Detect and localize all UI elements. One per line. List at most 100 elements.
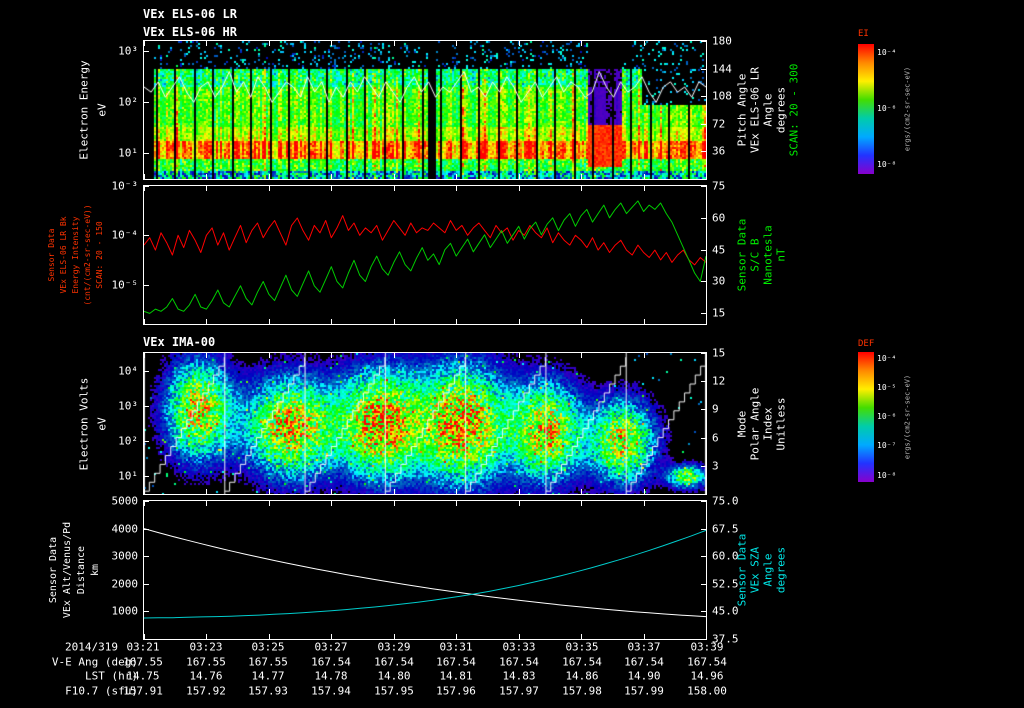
axis-tick [701,69,706,70]
right-axis-tick-label: 75.0 [712,494,739,508]
right-axis-tick-label: 15 [712,346,726,360]
plot-title-els-lr: VEx ELS-06 LR [143,7,237,21]
axis-tick [144,235,149,236]
left-axis-title: km [90,563,101,577]
right-axis-tick-label: 144 [712,62,732,76]
axis-tick [701,381,706,382]
right-axis-title: Unitless [774,397,788,450]
right-axis-title: Sensor Data [735,533,749,607]
axis-tick [331,501,332,506]
axis-tick [706,186,707,191]
right-axis-title: SCAN: 20 - 300 [787,63,801,157]
table-cell: 157.97 [499,684,539,697]
colorbar-tick-label: 10⁻⁶ [877,104,897,113]
axis-tick [144,501,145,506]
axis-tick [581,489,582,494]
axis-tick [456,186,457,191]
y-axis-tick-label: 10⁻⁵ [111,278,139,292]
axis-tick [706,41,707,46]
table-cell: 167.54 [687,655,727,668]
axis-tick [269,489,270,494]
axis-tick [144,353,145,358]
axis-tick [581,634,582,639]
time-tick-label: 03:39 [690,640,724,654]
table-cell: 14.78 [314,669,348,683]
axis-tick [144,406,149,407]
axis-tick [144,174,145,179]
axis-tick [394,41,395,46]
colorbar-units: ergs/(cm2-sr-sec-eV) [903,374,912,460]
axis-tick [701,466,706,467]
axis-tick [644,41,645,46]
axis-tick [331,634,332,639]
table-cell: 14.90 [627,669,661,683]
colorbar-tick-label: 10⁻⁵ [877,382,897,392]
ima-spectrogram-canvas [144,353,706,494]
axis-tick [456,319,457,324]
axis-tick [581,353,582,358]
axis-tick [581,501,582,506]
axis-tick [701,218,706,219]
axis-tick [394,634,395,639]
left-axis-title: VEx ELS-06 LR Bk [59,216,68,294]
axis-tick [519,501,520,506]
time-tick-label: 03:29 [377,640,411,654]
right-axis-tick-label: 36 [712,144,726,158]
right-axis-title: Pitch Angle [735,73,749,147]
right-axis-tick-label: 12 [712,374,726,388]
axis-tick [144,584,149,585]
left-axis-title: VEx Alt/Venus/Pd [62,521,73,619]
axis-tick [144,41,145,46]
right-axis-tick-label: 180 [712,34,732,48]
left-axis-title: Electron Volts [77,377,91,470]
colorbar-tick-label: 10⁻⁸ [877,159,897,169]
right-axis-tick-label: 60 [712,211,726,225]
axis-tick [701,556,706,557]
axis-tick [144,371,149,372]
axis-tick [206,489,207,494]
left-axis-title: SCAN: 20 - 150 [95,221,104,289]
axis-tick [144,186,149,187]
axis-tick [701,41,706,42]
right-axis-title: VEx SZA [748,546,762,594]
axis-tick [644,319,645,324]
axis-tick [701,281,706,282]
right-axis-tick-label: 52.5 [712,577,739,591]
time-tick-label: 03:25 [251,640,285,654]
axis-tick [644,353,645,358]
axis-tick [394,353,395,358]
right-axis-title: Angle [761,553,775,587]
axis-tick [144,489,145,494]
table-cell: 167.55 [248,655,288,668]
table-cell: 158.00 [687,684,727,697]
axis-tick [269,319,270,324]
table-row-label: F10.7 (sfu) [65,684,138,697]
plot-title-ima: VEx IMA-00 [143,335,216,349]
table-cell: 167.54 [499,655,539,668]
table-cell: 157.94 [311,684,351,697]
right-axis-title: Mode [735,410,749,437]
axis-tick [206,353,207,358]
axis-tick [206,186,207,191]
axis-tick [206,634,207,639]
colorbar-tick-label: 10⁻⁴ [877,48,897,58]
right-axis-title: VEx ELS-06 LR [748,66,762,154]
axis-tick [519,489,520,494]
axis-tick [519,634,520,639]
axis-tick [706,501,707,506]
table-cell: 14.77 [251,669,285,683]
axis-tick [581,41,582,46]
table-cell: 167.55 [123,655,163,668]
axis-tick [644,174,645,179]
axis-tick [144,319,145,324]
axis-tick [394,319,395,324]
y-axis-tick-label: 1000 [111,604,139,618]
axis-tick [394,501,395,506]
y-axis-tick-label: 10² [118,95,138,109]
table-cell: 157.99 [624,684,664,697]
axis-tick [331,41,332,46]
axis-tick [701,96,706,97]
right-axis-tick-label: 45.0 [712,604,739,618]
axis-tick [269,186,270,191]
axis-tick [581,186,582,191]
